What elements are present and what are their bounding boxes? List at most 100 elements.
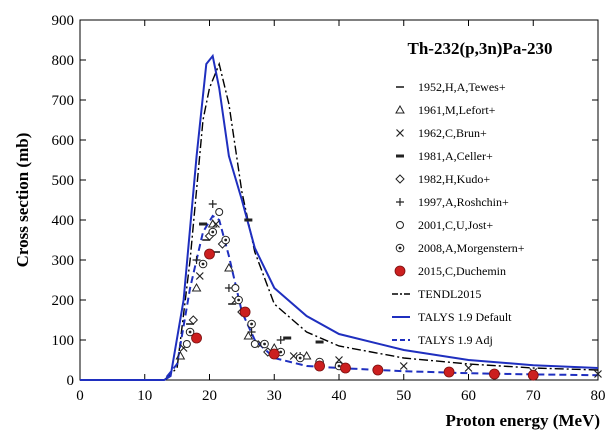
legend-label-1962-c-brun-: 1962,C,Brun+ [418, 126, 487, 140]
x-tick-label: 20 [202, 388, 217, 404]
line-tendl2015 [80, 61, 599, 381]
x-tick-label: 30 [267, 388, 282, 404]
point-2008-a-morgenstern- [234, 295, 243, 305]
series-lines [80, 53, 599, 381]
legend-label-1961-m-lefort-: 1961,M,Lefort+ [418, 103, 496, 117]
point-2008-a-morgenstern- [185, 327, 195, 337]
point-1982-h-kudo- [188, 315, 199, 325]
legend-label-1952-h-a-tewes-: 1952,H,A,Tewes+ [418, 80, 506, 94]
line-talys-1-9-default [80, 53, 599, 381]
point-2015-c-duchemin [268, 348, 280, 360]
point-2001-c-u-jost- [250, 340, 259, 348]
x-axis-label: Proton energy (MeV) [445, 411, 600, 430]
legend: 1952,H,A,Tewes+ 1961,M,Lefort+ 1962,C,Brun… [392, 80, 525, 347]
marker-dot [398, 246, 402, 250]
point-1961-m-lefort- [191, 282, 202, 292]
point-1962-c-brun- [212, 220, 220, 228]
legend-label-2008-a-morgenstern-: 2008,A,Morgenstern+ [418, 241, 525, 255]
y-tick-label: 900 [52, 13, 75, 29]
plot-frame [79, 19, 599, 381]
point-2008-a-morgenstern- [247, 319, 256, 329]
legend-swatch-1981-a-celler- [396, 154, 404, 158]
point-2015-c-duchemin [527, 369, 539, 381]
marker-dot [224, 238, 228, 242]
point-2008-a-morgenstern- [221, 235, 230, 245]
point-2015-c-duchemin [239, 306, 251, 318]
series-points [175, 200, 602, 381]
point-2015-c-duchemin [314, 360, 325, 372]
point-2001-c-u-jost- [215, 208, 224, 216]
point-1981-a-celler- [315, 340, 324, 344]
y-tick-label: 700 [52, 93, 75, 109]
point-1981-a-celler- [283, 336, 292, 340]
legend-swatch-2015-c-duchemin [394, 265, 406, 277]
marker-dot [279, 350, 283, 354]
y-tick-label: 400 [52, 213, 75, 229]
line-talys-1-9-adj [80, 214, 599, 381]
marker-dot [237, 298, 241, 302]
y-tick-label: 800 [52, 53, 75, 69]
point-2008-a-morgenstern- [295, 353, 305, 363]
point-2015-c-duchemin [443, 366, 455, 378]
legend-label-tendl2015: TENDL2015 [418, 287, 481, 301]
point-1961-m-lefort- [175, 350, 186, 360]
ticks: 0 10 20 30 40 50 60 70 8001002003004005006007008… [52, 13, 606, 404]
legend-label-1997-a-roshchin-: 1997,A,Roshchin+ [418, 195, 509, 209]
point-1997-a-roshchin- [247, 328, 256, 336]
point-1962-c-brun- [464, 364, 473, 372]
x-tick-label: 40 [332, 388, 347, 404]
y-tick-label: 200 [52, 293, 75, 309]
legend-label-1982-h-kudo-: 1982,H,Kudo+ [418, 172, 490, 186]
point-2015-c-duchemin [191, 332, 202, 344]
marker-dot [211, 230, 215, 234]
point-1997-a-roshchin- [208, 200, 217, 208]
point-2008-a-morgenstern- [198, 259, 208, 269]
point-1961-m-lefort- [243, 330, 254, 340]
x-tick-label: 0 [76, 388, 84, 404]
y-tick-label: 0 [67, 373, 75, 389]
legend-swatch-1962-c-brun- [396, 129, 404, 137]
legend-swatch-2001-c-u-jost- [396, 221, 404, 229]
point-2015-c-duchemin [204, 248, 215, 260]
legend-label-2015-c-duchemin: 2015,C,Duchemin [418, 264, 506, 278]
point-1997-a-roshchin- [276, 336, 285, 344]
y-axis-label: Cross section (mb) [13, 133, 32, 268]
x-tick-label: 10 [137, 388, 152, 404]
point-2015-c-duchemin [488, 368, 500, 380]
chart-title: Th-232(p,3n)Pa-230 [408, 39, 553, 58]
marker-dot [263, 342, 266, 346]
y-tick-label: 100 [52, 333, 75, 349]
point-1981-a-celler- [199, 222, 208, 226]
marker-dot [250, 322, 253, 326]
point-2008-a-morgenstern- [260, 339, 269, 349]
legend-swatch-1982-h-kudo- [395, 174, 405, 184]
point-1962-c-brun- [335, 356, 343, 364]
y-tick-label: 300 [52, 253, 75, 269]
y-tick-label: 600 [52, 133, 75, 149]
legend-label-talys-1-9-adj: TALYS 1.9 Adj [418, 333, 493, 347]
point-1962-c-brun- [195, 272, 204, 280]
x-tick-label: 50 [396, 388, 411, 404]
x-tick-label: 80 [591, 388, 606, 404]
legend-label-1981-a-celler-: 1981,A,Celler+ [418, 149, 493, 163]
marker-dot [188, 330, 192, 334]
marker-dot [201, 262, 205, 266]
point-2015-c-duchemin [372, 364, 384, 376]
marker-dot [337, 364, 341, 368]
point-1961-m-lefort- [301, 350, 312, 360]
legend-swatch-1997-a-roshchin- [396, 198, 404, 206]
legend-swatch-2008-a-morgenstern- [395, 243, 405, 253]
legend-label-talys-1-9-default: TALYS 1.9 Default [418, 310, 512, 324]
marker-dot [298, 356, 302, 360]
legend-swatch-1961-m-lefort- [395, 104, 405, 114]
point-1961-m-lefort- [224, 262, 234, 272]
point-2008-a-morgenstern- [208, 227, 218, 237]
y-tick-label: 500 [52, 173, 75, 189]
point-1997-a-roshchin- [192, 256, 201, 264]
point-1981-a-celler- [244, 218, 253, 222]
x-tick-label: 70 [526, 388, 541, 404]
point-2001-c-u-jost- [182, 340, 191, 348]
point-1962-c-brun- [594, 370, 602, 378]
point-2015-c-duchemin [340, 362, 351, 374]
